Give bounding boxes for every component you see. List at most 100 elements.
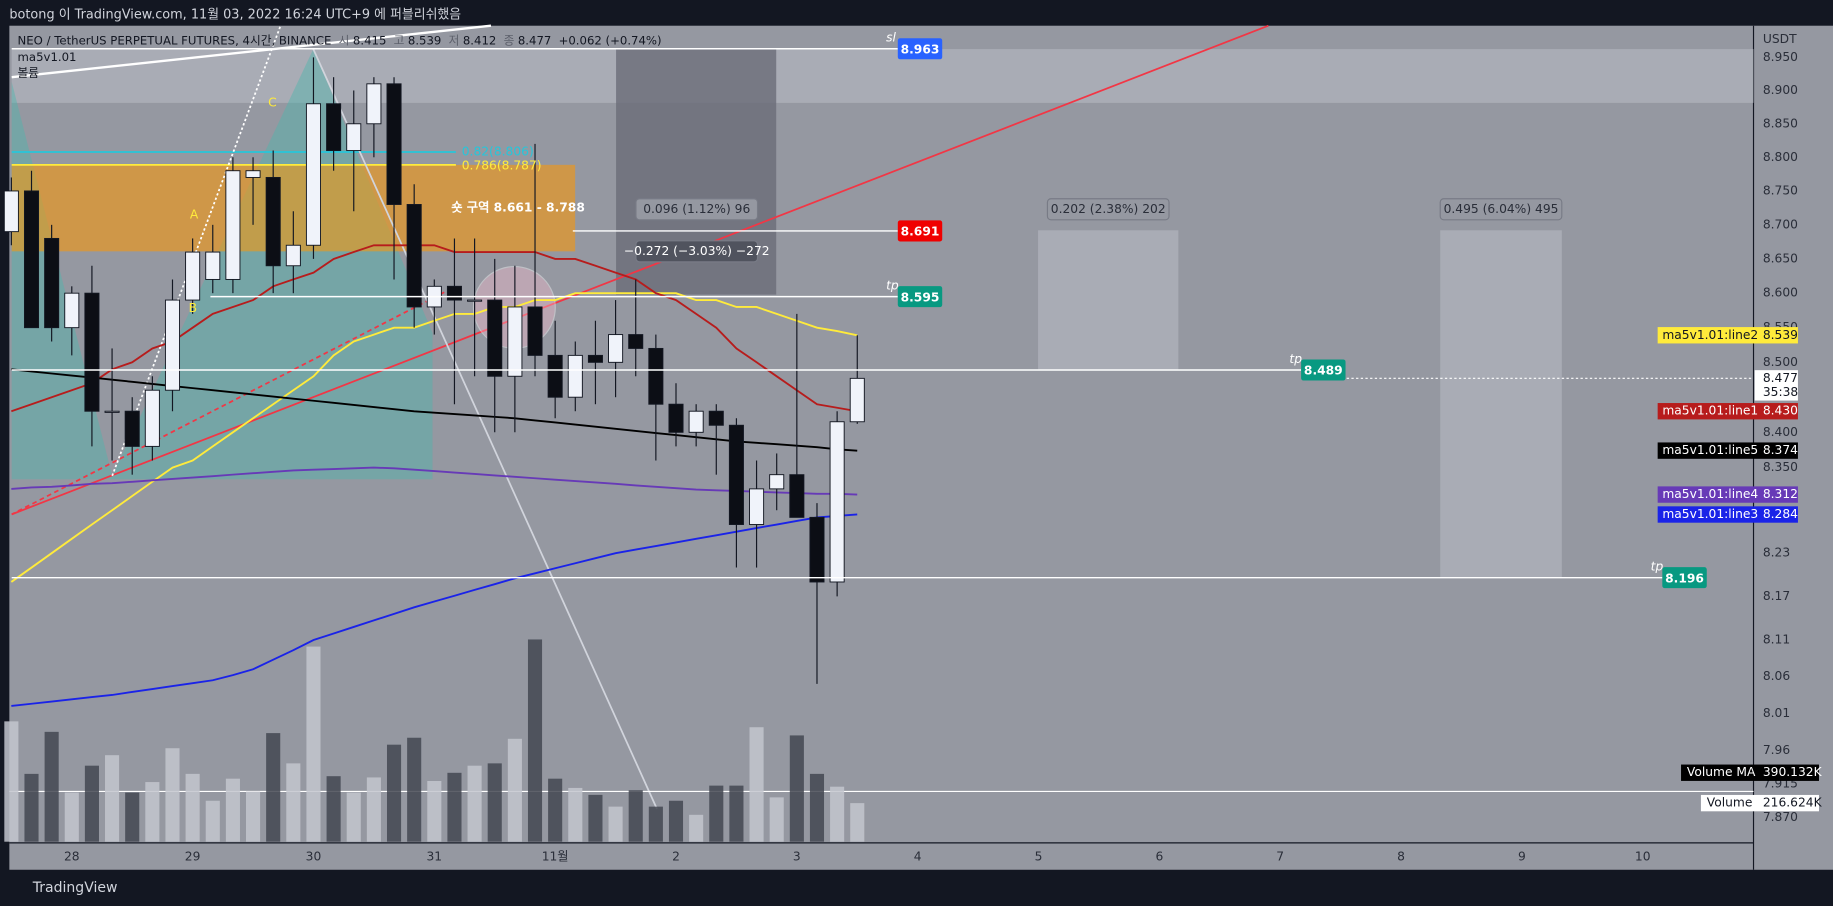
volume-bar: [84, 765, 99, 842]
candle-body: [326, 103, 342, 152]
pattern-shade: [11, 49, 433, 480]
measure-label: 0.495 (6.04%) 495: [1444, 202, 1559, 216]
candle-body: [487, 299, 503, 377]
candle-body: [305, 103, 321, 246]
y-tick-label: 8.600: [1763, 286, 1798, 300]
candle-body: [64, 292, 80, 329]
candle-body: [245, 170, 261, 178]
volume-bar: [326, 776, 341, 842]
candle-body: [467, 299, 483, 302]
ohlc-value: 8.539: [407, 35, 442, 48]
ma-label-box: [1657, 327, 1798, 344]
ohlc-label: 시: [338, 35, 350, 48]
pattern-label: C: [268, 95, 277, 109]
indicator[interactable]: 볼륨: [17, 67, 40, 81]
candle-body: [547, 354, 563, 398]
volume-bar: [306, 646, 321, 842]
candle-body: [608, 334, 624, 363]
candle-body: [809, 516, 825, 583]
x-tick-label: 9: [1518, 849, 1526, 863]
level-label-box: [897, 38, 943, 60]
volume-bar: [346, 792, 361, 842]
volume-bar: [447, 772, 462, 842]
volume-bar: [386, 744, 402, 842]
measure-label-box: [1046, 198, 1170, 221]
candle-body: [688, 410, 704, 433]
x-tick-label: 6: [1155, 849, 1163, 863]
volume-bar: [850, 803, 865, 842]
trend-line: [11, 291, 445, 516]
volume-bar: [225, 778, 240, 842]
trend-line: [312, 48, 658, 810]
measure-box: [1440, 230, 1562, 578]
volume-bar: [64, 792, 79, 842]
trend-line: [111, 25, 282, 477]
indicator[interactable]: ma5v1.01: [17, 51, 77, 65]
volume-box: [1700, 794, 1819, 812]
candle-body: [346, 123, 362, 152]
x-tick-label: 3: [793, 849, 801, 863]
header-title: botong 이 TradingView.com, 11월 03, 2022 1…: [9, 7, 462, 23]
volume-bar: [789, 735, 804, 842]
ma-label-value: 8.374: [1763, 443, 1798, 457]
ma-label-value: 8.430: [1763, 404, 1798, 418]
volume-bar: [568, 787, 583, 842]
candle-body: [285, 244, 301, 267]
y-tick-label: 8.11: [1763, 633, 1790, 647]
volume-bar: [427, 780, 442, 842]
measure-box: [1038, 230, 1179, 370]
trend-line: [11, 24, 492, 79]
candle-body: [366, 83, 382, 125]
candle-body: [124, 410, 140, 447]
y-tick-label: 8.06: [1763, 669, 1791, 683]
candle-body: [44, 237, 60, 329]
candle-body: [446, 285, 462, 301]
y-tick-label: 8.23: [1763, 546, 1790, 560]
measure-label-box: [635, 240, 759, 263]
ma-label-box: [1657, 506, 1798, 523]
ma-label-name: ma5v1.01:line5: [1662, 443, 1758, 457]
volume-bar: [729, 785, 744, 842]
candle-body: [507, 306, 523, 377]
volume-bar: [507, 738, 522, 842]
candle-body: [628, 334, 644, 349]
volume-ma-value: 390.132K: [1763, 765, 1823, 779]
candle-body: [587, 354, 603, 363]
candle-body: [728, 424, 744, 525]
symbol: NEO / TetherUS PERPETUAL FUTURES, 4시간, B…: [17, 35, 332, 48]
upper-band: [11, 49, 1754, 103]
ma-label-name: ma5v1.01:line1: [1662, 404, 1758, 418]
volume-bar: [185, 773, 200, 842]
ohlc-label: 저: [448, 35, 460, 48]
x-tick-label: 8: [1397, 849, 1405, 863]
axis-unit: USDT: [1763, 32, 1797, 46]
x-tick-label: 30: [306, 849, 322, 863]
volume-bar: [668, 800, 684, 842]
measure-label: −0.272 (−3.03%) −272: [624, 244, 770, 258]
y-tick-label: 7.870: [1763, 810, 1798, 824]
zone-label: 숏 구역 8.661 - 8.788: [451, 200, 585, 215]
volume-bar: [689, 814, 704, 842]
x-tick-label: 2: [672, 849, 680, 863]
candle-body: [648, 347, 664, 405]
pattern-label: A: [190, 208, 199, 222]
level-label: 8.489: [1304, 364, 1343, 378]
volume-ma-box: [1681, 764, 1819, 781]
ma-label-value: 8.284: [1763, 507, 1798, 521]
candle-body: [205, 251, 221, 280]
ma-label-name: ma5v1.01:line4: [1662, 487, 1758, 501]
volume-bar: [366, 777, 381, 842]
volume-bar: [527, 639, 543, 842]
volume-bar: [246, 791, 261, 842]
volume-bar: [628, 790, 643, 842]
volume-bar: [44, 731, 59, 842]
level-label-box: [897, 220, 943, 242]
x-tick-label: 5: [1035, 849, 1043, 863]
volume-bar: [588, 794, 603, 842]
ma-line: [11, 244, 858, 413]
y-tick-label: 8.850: [1763, 116, 1798, 130]
volume-bar: [145, 782, 160, 842]
level-name: sl: [886, 31, 896, 45]
